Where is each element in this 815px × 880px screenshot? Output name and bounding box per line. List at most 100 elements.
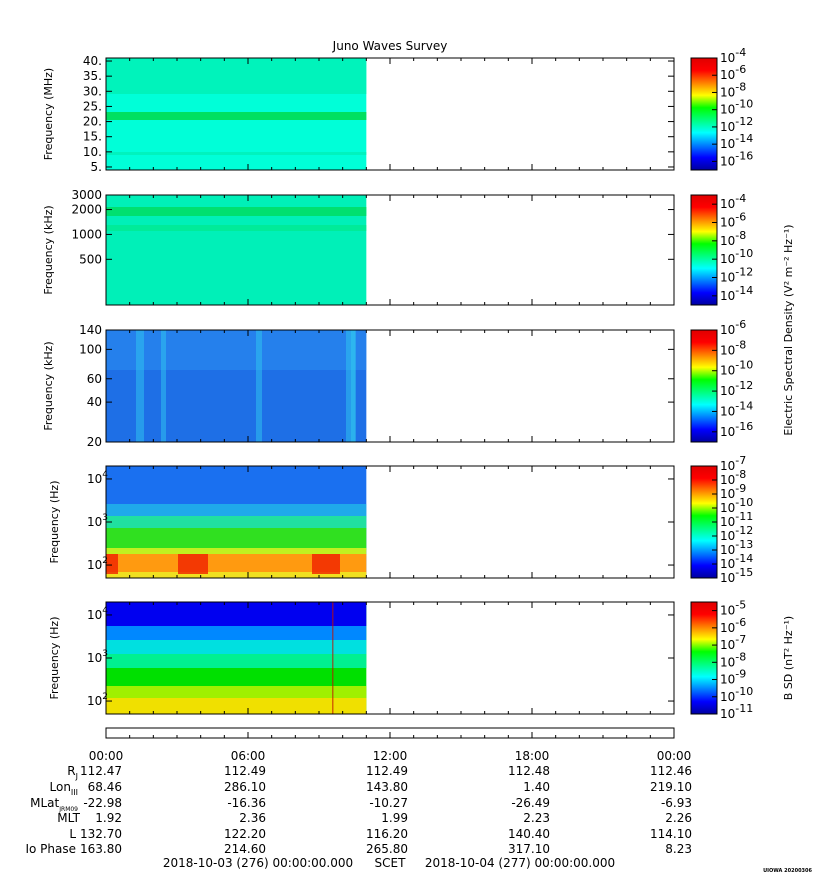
colorbar-tick-exponent: -11	[735, 510, 753, 523]
y-tick-label-base: 10	[87, 472, 102, 486]
y-tick-label: 140	[79, 323, 102, 337]
ephemeris-label-subscript: JRM09	[58, 806, 78, 813]
spectrogram-band	[106, 686, 367, 700]
ephemeris-value: 1.99	[381, 811, 408, 825]
colorbar-label: Electric Spectral Density (V² m⁻² Hz⁻¹)	[782, 224, 795, 435]
ephemeris-value: 2.36	[239, 811, 266, 825]
spectrogram-panel-1: 40.35.30.25. 20.15.10.5. Frequency (MHz) 10…	[42, 46, 753, 174]
ephemeris-value: 112.46	[650, 764, 692, 778]
spectrogram-band	[106, 572, 367, 578]
colorbar-tick-label: 10-4	[720, 46, 746, 65]
colorbar-tick-exponent: -10	[735, 359, 753, 372]
y-tick-label-base: 1000	[71, 227, 102, 241]
spectrogram-band	[106, 602, 367, 626]
colorbar-tick-exponent: -14	[735, 284, 753, 297]
colorbar-tick-label: 10-13	[720, 538, 753, 557]
colorbar-tick-base: 10	[720, 459, 735, 473]
spectrogram-band	[106, 152, 367, 155]
ephemeris-value: 112.49	[366, 764, 408, 778]
time-tick-label: 12:00	[373, 749, 408, 763]
colorbar-tick-exponent: -6	[735, 318, 746, 331]
colorbar-tick-label: 10-6	[720, 318, 746, 337]
colorbar-tick-label: 10-4	[720, 192, 746, 211]
ephemeris-value: 140.40	[508, 827, 550, 841]
colorbar-tick-exponent: -8	[735, 338, 746, 351]
ephemeris-value: 8.23	[665, 842, 692, 856]
ephemeris-label: Io Phase	[25, 842, 76, 856]
colorbar-tick-base: 10	[720, 571, 735, 585]
y-tick-label-base: 10	[87, 651, 102, 665]
spectrogram-band	[106, 698, 367, 714]
colorbar-tick-exponent: -14	[735, 552, 753, 565]
time-tick-label: 00:00	[657, 749, 692, 763]
colorbar-tick-label: 10-9	[720, 668, 746, 687]
colorbar-tick-label: 10-6	[720, 616, 746, 635]
colorbar-tick-label: 10-16	[720, 420, 753, 439]
colorbar-tick-label: 10-8	[720, 229, 746, 248]
colorbar-tick-base: 10	[720, 638, 735, 652]
colorbar-tick-exponent: -4	[735, 46, 746, 59]
colorbar-tick-exponent: -14	[735, 132, 753, 145]
y-axis-label: Frequency (Hz)	[48, 617, 61, 700]
y-tick-label-exponent: 4	[102, 470, 108, 480]
colorbar-tick-base: 10	[720, 216, 735, 230]
colorbar-tick-exponent: -8	[735, 80, 746, 93]
time-tick-label: 06:00	[231, 749, 266, 763]
colorbar-label: B SD (nT² Hz⁻¹)	[782, 616, 795, 700]
y-tick-label-exponent: 3	[102, 649, 108, 659]
y-tick-label: 40	[87, 395, 102, 409]
colorbar-tick-exponent: -11	[735, 702, 753, 715]
y-tick-label-base: 140	[79, 323, 102, 337]
ephemeris-value: 112.47	[80, 764, 122, 778]
y-tick-label: 104	[87, 470, 108, 486]
credit-label: UIOWA 20200306	[763, 868, 812, 874]
colorbar-tick-label: 10-10	[720, 247, 753, 266]
ephemeris-value: -22.98	[83, 796, 122, 810]
ephemeris-value: 132.70	[80, 827, 122, 841]
ephemeris-value: -10.27	[369, 796, 408, 810]
y-tick-label-base: 35.	[83, 69, 102, 83]
y-tick-label: 1000	[71, 227, 102, 241]
colorbar-tick-exponent: -10	[735, 496, 753, 509]
y-tick-label: 15.	[83, 130, 102, 144]
ephemeris-label: RJ	[67, 764, 78, 781]
spectrogram-band	[106, 225, 367, 231]
colorbar	[690, 329, 718, 443]
y-tick-label: 102	[87, 556, 108, 572]
colorbar-tick-exponent: -10	[735, 685, 753, 698]
colorbar-tick-base: 10	[720, 621, 735, 635]
y-tick-label-base: 60	[87, 372, 102, 386]
colorbar-tick-label: 10-8	[720, 468, 746, 487]
colorbar-tick-exponent: -7	[735, 633, 746, 646]
colorbar-tick-label: 10-14	[720, 399, 753, 418]
y-tick-label-base: 15.	[83, 130, 102, 144]
colorbar-tick-exponent: -12	[735, 115, 753, 128]
y-tick-label-base: 40.	[83, 54, 102, 68]
colorbar-tick-base: 10	[720, 707, 735, 721]
colorbar-tick-label: 10-12	[720, 379, 753, 398]
colorbar-tick-base: 10	[720, 673, 735, 687]
colorbar-tick-exponent: -4	[735, 192, 746, 205]
colorbar-tick-base: 10	[720, 404, 735, 418]
ephemeris-value: 68.46	[88, 780, 122, 794]
colorbar-tick-base: 10	[720, 252, 735, 266]
colorbar-tick-base: 10	[720, 557, 735, 571]
ephemeris-table: RJ 112.47 112.49 112.49 112.48 112.46 LonIII 68…	[25, 764, 692, 856]
spectrogram-band	[106, 548, 367, 556]
colorbar-tick-label: 10-15	[720, 566, 753, 585]
y-axis-label: Frequency (kHz)	[42, 341, 55, 430]
colorbar-tick-label: 10-10	[720, 98, 753, 117]
time-tick-label: 00:00	[89, 749, 124, 763]
colorbar-tick-exponent: -12	[735, 379, 753, 392]
ephemeris-label: MLatJRM09	[30, 796, 78, 813]
y-tick-label: 102	[87, 692, 108, 708]
ephemeris-value: 317.10	[508, 842, 550, 856]
y-tick-label-exponent: 2	[102, 556, 108, 566]
y-tick-label-base: 100	[79, 342, 102, 356]
colorbar-tick-base: 10	[720, 68, 735, 82]
ephemeris-value: 114.10	[650, 827, 692, 841]
ephemeris-label-text: Lon	[50, 780, 71, 794]
colorbar-tick-exponent: -6	[735, 63, 746, 76]
